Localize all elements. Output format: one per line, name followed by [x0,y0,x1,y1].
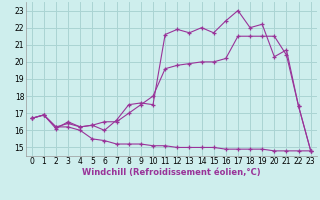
X-axis label: Windchill (Refroidissement éolien,°C): Windchill (Refroidissement éolien,°C) [82,168,260,177]
